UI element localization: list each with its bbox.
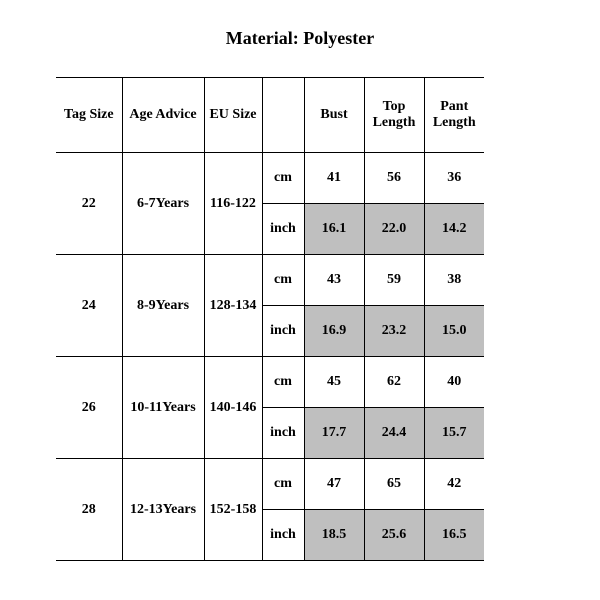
cell-pant-len: 36 [424, 153, 484, 204]
col-eu-size: EU Size [204, 78, 262, 153]
col-bust: Bust [304, 78, 364, 153]
cell-pant-len: 15.0 [424, 306, 484, 357]
cell-eu: 116-122 [204, 153, 262, 255]
cell-pant-len: 16.5 [424, 510, 484, 561]
cell-unit-inch: inch [262, 510, 304, 561]
cell-eu: 152-158 [204, 459, 262, 561]
table-row: 26 10-11Years 140-146 cm 45 62 40 [56, 357, 484, 408]
cell-top-len: 23.2 [364, 306, 424, 357]
cell-pant-len: 15.7 [424, 408, 484, 459]
cell-bust: 16.9 [304, 306, 364, 357]
col-tag-size: Tag Size [56, 78, 122, 153]
size-table: Tag Size Age Advice EU Size Bust Top Len… [56, 77, 484, 561]
cell-tag-size: 22 [56, 153, 122, 255]
cell-top-len: 24.4 [364, 408, 424, 459]
cell-top-len: 59 [364, 255, 424, 306]
cell-age: 6-7Years [122, 153, 204, 255]
col-unit [262, 78, 304, 153]
cell-bust: 43 [304, 255, 364, 306]
cell-tag-size: 26 [56, 357, 122, 459]
col-top-len: Top Length [364, 78, 424, 153]
cell-eu: 140-146 [204, 357, 262, 459]
cell-tag-size: 24 [56, 255, 122, 357]
cell-pant-len: 38 [424, 255, 484, 306]
cell-age: 10-11Years [122, 357, 204, 459]
cell-bust: 17.7 [304, 408, 364, 459]
table-row: 24 8-9Years 128-134 cm 43 59 38 [56, 255, 484, 306]
cell-bust: 45 [304, 357, 364, 408]
cell-pant-len: 14.2 [424, 204, 484, 255]
cell-bust: 16.1 [304, 204, 364, 255]
cell-bust: 41 [304, 153, 364, 204]
cell-top-len: 56 [364, 153, 424, 204]
col-pant-len: Pant Length [424, 78, 484, 153]
cell-unit-inch: inch [262, 408, 304, 459]
table-row: 28 12-13Years 152-158 cm 47 65 42 [56, 459, 484, 510]
cell-age: 12-13Years [122, 459, 204, 561]
cell-eu: 128-134 [204, 255, 262, 357]
cell-age: 8-9Years [122, 255, 204, 357]
page-title: Material: Polyester [0, 28, 600, 49]
cell-top-len: 25.6 [364, 510, 424, 561]
cell-top-len: 65 [364, 459, 424, 510]
header-row: Tag Size Age Advice EU Size Bust Top Len… [56, 78, 484, 153]
cell-unit-cm: cm [262, 459, 304, 510]
cell-top-len: 62 [364, 357, 424, 408]
cell-tag-size: 28 [56, 459, 122, 561]
cell-unit-inch: inch [262, 306, 304, 357]
size-chart-page: Material: Polyester Tag Size Age Advice … [0, 0, 600, 600]
cell-unit-cm: cm [262, 357, 304, 408]
cell-unit-cm: cm [262, 153, 304, 204]
table-row: 22 6-7Years 116-122 cm 41 56 36 [56, 153, 484, 204]
cell-unit-cm: cm [262, 255, 304, 306]
cell-pant-len: 40 [424, 357, 484, 408]
col-age: Age Advice [122, 78, 204, 153]
cell-unit-inch: inch [262, 204, 304, 255]
cell-bust: 18.5 [304, 510, 364, 561]
cell-top-len: 22.0 [364, 204, 424, 255]
cell-bust: 47 [304, 459, 364, 510]
cell-pant-len: 42 [424, 459, 484, 510]
